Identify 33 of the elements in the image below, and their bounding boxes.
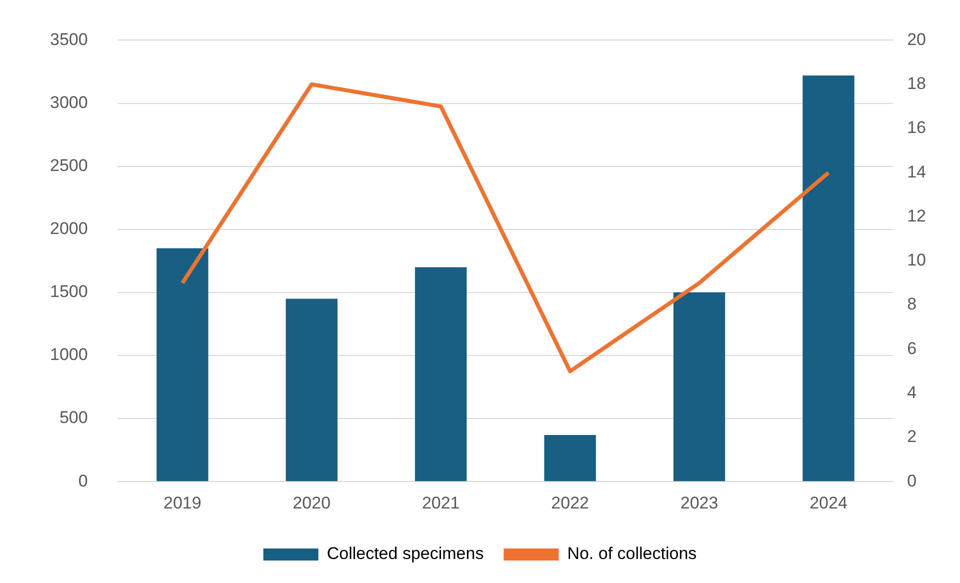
y2-tick-label: 2 xyxy=(907,427,917,446)
bar xyxy=(802,76,854,482)
y-tick-label: 2000 xyxy=(50,219,88,238)
y-tick-label: 500 xyxy=(59,408,88,428)
y-tick-label: 1500 xyxy=(50,282,88,302)
legend-label: No. of collections xyxy=(567,544,697,564)
y2-tick-label: 16 xyxy=(907,118,926,138)
y-tick-label: 1000 xyxy=(50,345,88,364)
bar xyxy=(415,267,467,482)
x-tick-label: 2021 xyxy=(422,493,460,512)
x-tick-label: 2022 xyxy=(551,493,589,512)
y2-tick-label: 10 xyxy=(907,250,926,270)
y2-tick-label: 12 xyxy=(907,206,926,226)
y-tick-label: 0 xyxy=(78,471,88,490)
x-tick-label: 2019 xyxy=(164,493,202,512)
x-tick-label: 2024 xyxy=(810,493,848,512)
bar xyxy=(156,248,208,482)
bar xyxy=(286,298,338,482)
bar xyxy=(544,434,596,482)
y2-tick-label: 4 xyxy=(907,383,917,402)
y2-tick-label: 18 xyxy=(907,74,926,94)
y2-tick-label: 6 xyxy=(907,338,917,358)
y2-tick-label: 14 xyxy=(907,162,926,182)
legend-label: Collected specimens xyxy=(326,544,484,564)
y2-tick-label: 0 xyxy=(907,471,917,490)
x-tick-label: 2020 xyxy=(292,493,331,512)
y2-tick-label: 20 xyxy=(907,30,926,49)
y2-tick-label: 8 xyxy=(907,294,917,314)
bar xyxy=(673,292,726,482)
y-tick-label: 3500 xyxy=(50,30,88,49)
y-tick-label: 3000 xyxy=(50,92,88,112)
y-tick-label: 2500 xyxy=(50,156,88,175)
x-tick-label: 2023 xyxy=(680,493,718,512)
